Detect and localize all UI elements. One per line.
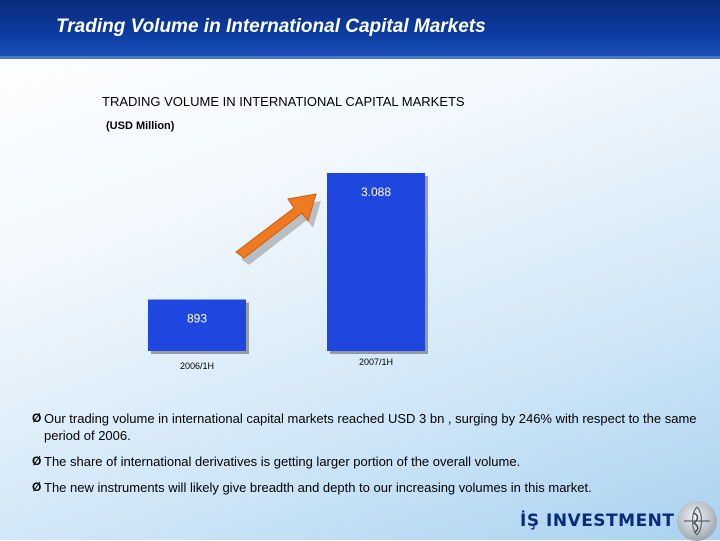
growth-arrow-icon <box>235 193 317 259</box>
logo-globe-icon <box>676 501 717 541</box>
header-divider <box>0 56 720 59</box>
bullet-item: Ø Our trading volume in international ca… <box>32 410 702 444</box>
company-logo: İŞ INVESTMENT <box>520 501 717 541</box>
bullet-text: Our trading volume in international capi… <box>44 411 697 443</box>
bullet-text: The share of international derivatives i… <box>44 454 521 469</box>
bar-chart: 893 2006/1H 3.088 2007/1H <box>148 173 428 371</box>
bullet-list: Ø Our trading volume in international ca… <box>32 410 702 505</box>
bullet-arrow-icon: Ø <box>32 411 42 425</box>
bullet-arrow-icon: Ø <box>32 480 42 494</box>
bar-value-label: 3.088 <box>361 185 391 199</box>
bar-value-label: 893 <box>187 312 207 326</box>
page-title: Trading Volume in International Capital … <box>56 16 486 37</box>
bullet-item: Ø The share of international derivatives… <box>32 453 702 470</box>
x-tick-label: 2007/1H <box>359 357 393 367</box>
bullet-text: The new instruments will likely give bre… <box>44 480 592 495</box>
bar-2007/1H <box>327 173 425 351</box>
growth-arrow-shadow <box>241 201 321 265</box>
bullet-item: Ø The new instruments will likely give b… <box>32 479 702 496</box>
bar-2006/1H <box>148 299 246 351</box>
x-tick-label: 2006/1H <box>180 361 214 371</box>
chart-unit-label: (USD Million) <box>106 120 175 132</box>
logo-text: İŞ INVESTMENT <box>520 511 675 531</box>
bullet-arrow-icon: Ø <box>32 454 42 468</box>
chart-title: TRADING VOLUME IN INTERNATIONAL CAPITAL … <box>102 94 465 109</box>
header-band <box>0 0 720 56</box>
